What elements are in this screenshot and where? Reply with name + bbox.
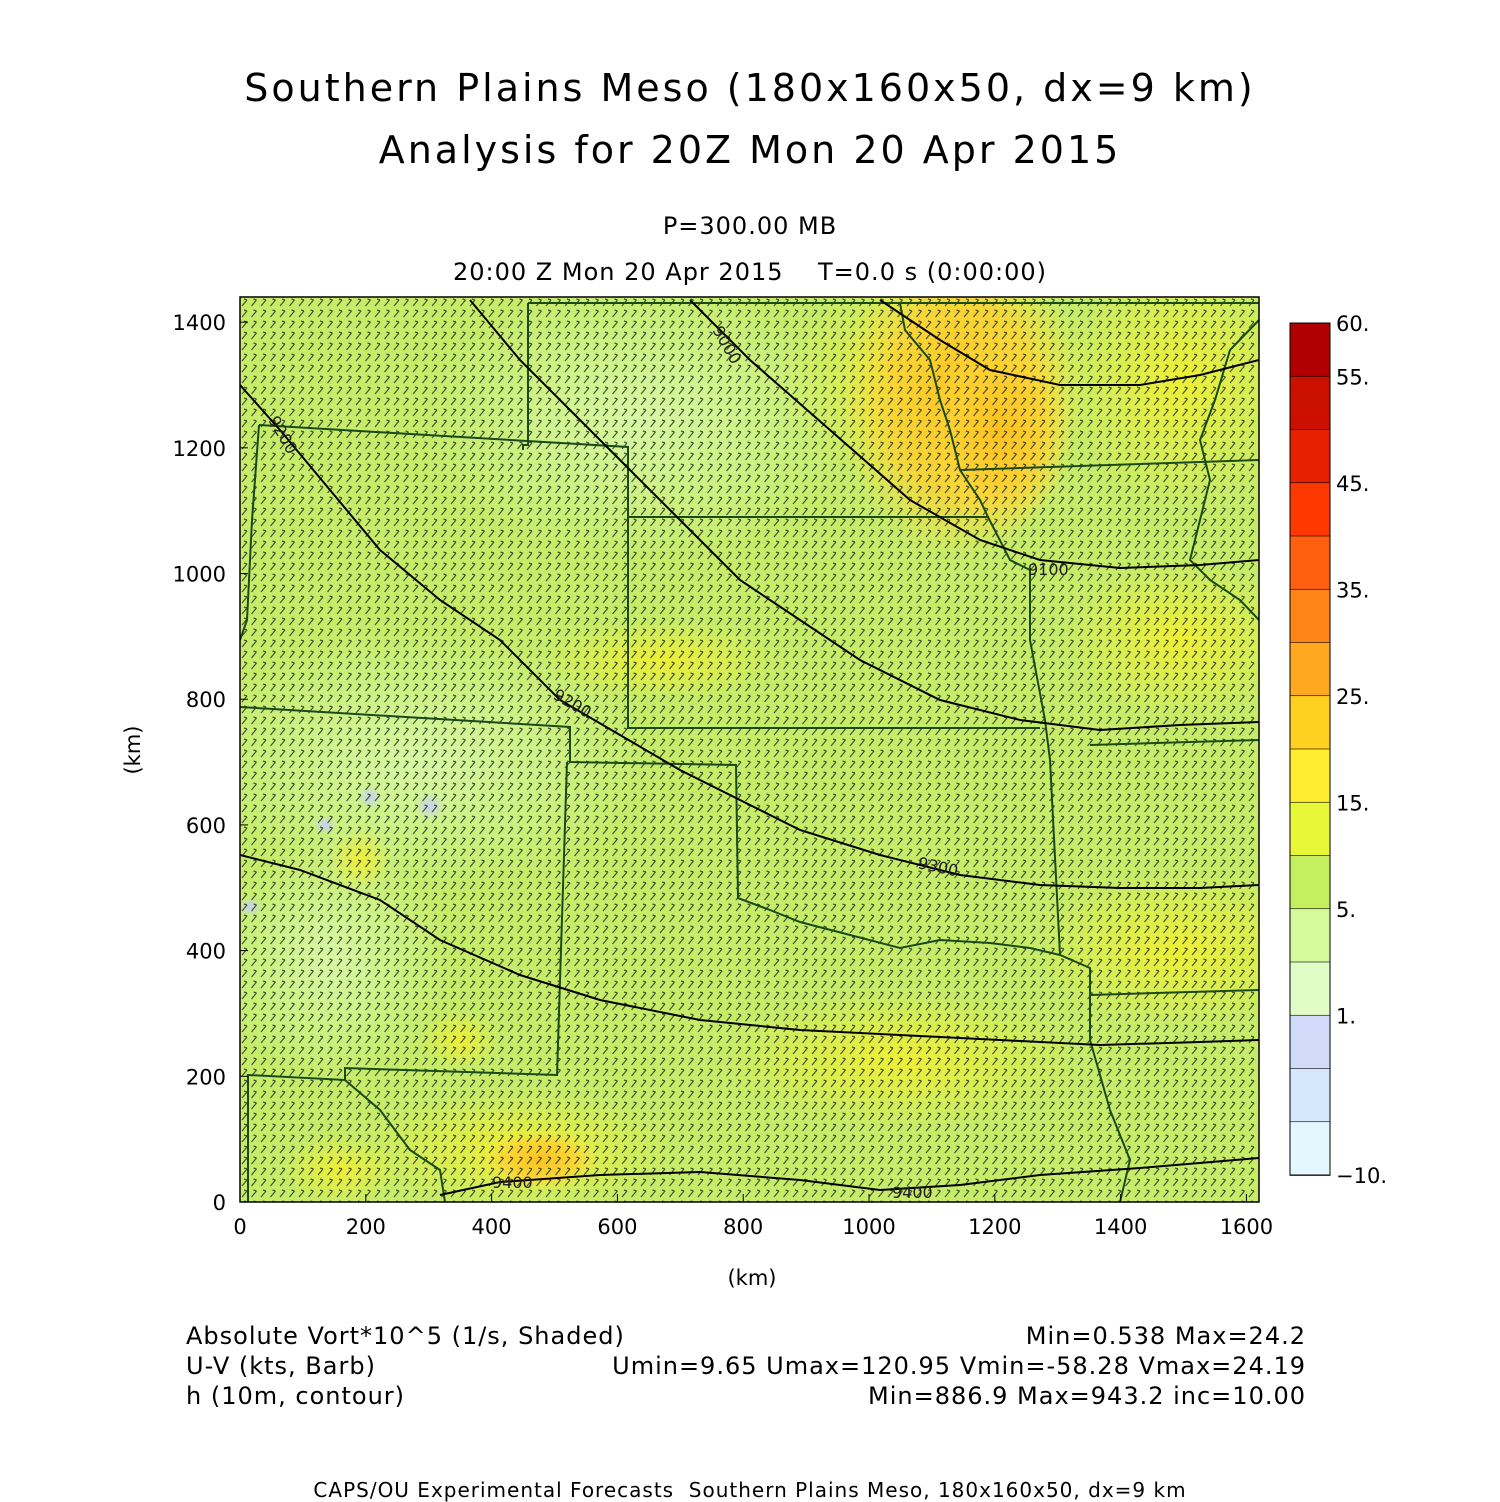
colorbar-segment xyxy=(1289,322,1331,378)
colorbar-segment xyxy=(1289,429,1331,484)
stats-vorticity: Min=0.538 Max=24.2 xyxy=(1025,1322,1306,1350)
colorbar-segment xyxy=(1289,588,1331,644)
field-wind: U-V (kts, Barb) xyxy=(186,1352,376,1380)
y-tick-label: 1200 xyxy=(173,437,226,461)
colorbar-label: 45. xyxy=(1336,472,1369,496)
x-tick-label: 1200 xyxy=(968,1215,1021,1239)
y-tick-label: 1000 xyxy=(173,563,226,587)
colorbar-segment xyxy=(1289,801,1331,857)
colorbar-segment xyxy=(1289,1068,1331,1123)
colorbar-border xyxy=(1289,322,1331,1176)
x-tick-label: 200 xyxy=(346,1215,386,1239)
colorbar-segment xyxy=(1289,961,1331,1017)
x-tick-label: 1600 xyxy=(1220,1215,1273,1239)
x-tick-label: 800 xyxy=(723,1215,763,1239)
y-axis-ticks: 0 200 400 600 800 1000 1200 1400 xyxy=(173,311,248,1215)
field-height: h (10m, contour) xyxy=(186,1382,406,1410)
x-tick-label: 400 xyxy=(472,1215,512,1239)
vorticity-shading xyxy=(240,297,1259,1202)
colorbar-segment xyxy=(1289,748,1331,804)
field-vorticity: Absolute Vort*10^5 (1/s, Shaded) xyxy=(186,1322,625,1350)
y-tick-label: 0 xyxy=(213,1191,226,1215)
y-tick-label: 400 xyxy=(186,940,226,964)
height-contours xyxy=(240,299,1259,1196)
credit-line: CAPS/OU Experimental Forecasts Southern … xyxy=(313,1478,1187,1502)
colorbar-segment xyxy=(1289,535,1331,591)
contour-label-9400-west: 9400 xyxy=(492,1173,533,1192)
colorbar-label: 35. xyxy=(1336,578,1369,602)
y-tick-label: 1400 xyxy=(173,311,226,335)
colorbar-label: 25. xyxy=(1336,685,1369,709)
valid-time: 20:00 Z Mon 20 Apr 2015 T=0.0 s (0:00:00… xyxy=(453,258,1047,286)
y-axis-label: (km) xyxy=(121,725,145,774)
pressure-level: P=300.00 MB xyxy=(662,212,838,240)
x-tick-label: 600 xyxy=(597,1215,637,1239)
colorbar-segment xyxy=(1289,1014,1331,1070)
title-line-2: Analysis for 20Z Mon 20 Apr 2015 xyxy=(378,128,1122,172)
x-tick-label: 1000 xyxy=(842,1215,895,1239)
colorbar-label: 5. xyxy=(1336,898,1356,922)
x-tick-label: 1400 xyxy=(1094,1215,1147,1239)
colorbar-label: 55. xyxy=(1336,365,1369,389)
colorbar-segment xyxy=(1289,695,1331,750)
colorbar-label: 15. xyxy=(1336,791,1369,815)
colorbar-labels: 60. 55. 45. 35. 25. 15. 5. 1. −10. xyxy=(1336,312,1387,1188)
stats-wind: Umin=9.65 Umax=120.95 Vmin=-58.28 Vmax=2… xyxy=(612,1352,1306,1380)
colorbar-segment xyxy=(1289,375,1331,431)
contour-label-9100: 9100 xyxy=(1028,560,1069,579)
y-tick-label: 800 xyxy=(186,688,226,712)
colorbar-segment xyxy=(1289,1121,1331,1176)
colorbar xyxy=(1289,322,1331,1176)
y-tick-label: 600 xyxy=(186,814,226,838)
title-line-1: Southern Plains Meso (180x160x50, dx=9 k… xyxy=(244,66,1256,110)
colorbar-segment xyxy=(1289,642,1331,697)
state-boundaries xyxy=(240,302,1259,1202)
y-tick-label: 200 xyxy=(186,1065,226,1089)
colorbar-segment xyxy=(1289,482,1331,537)
colorbar-segment xyxy=(1289,855,1331,910)
x-axis-label: (km) xyxy=(727,1266,776,1290)
x-axis-ticks: 0 200 400 600 800 1000 1200 1400 1600 xyxy=(233,1194,1273,1239)
stats-height: Min=886.9 Max=943.2 inc=10.00 xyxy=(868,1382,1306,1410)
plot-frame xyxy=(239,296,1260,1203)
contour-label-9400-east: 9400 xyxy=(892,1183,933,1202)
colorbar-label: 1. xyxy=(1336,1004,1356,1028)
colorbar-segment xyxy=(1289,908,1331,963)
x-tick-label: 0 xyxy=(233,1215,246,1239)
colorbar-label: −10. xyxy=(1336,1164,1387,1188)
colorbar-label: 60. xyxy=(1336,312,1369,336)
